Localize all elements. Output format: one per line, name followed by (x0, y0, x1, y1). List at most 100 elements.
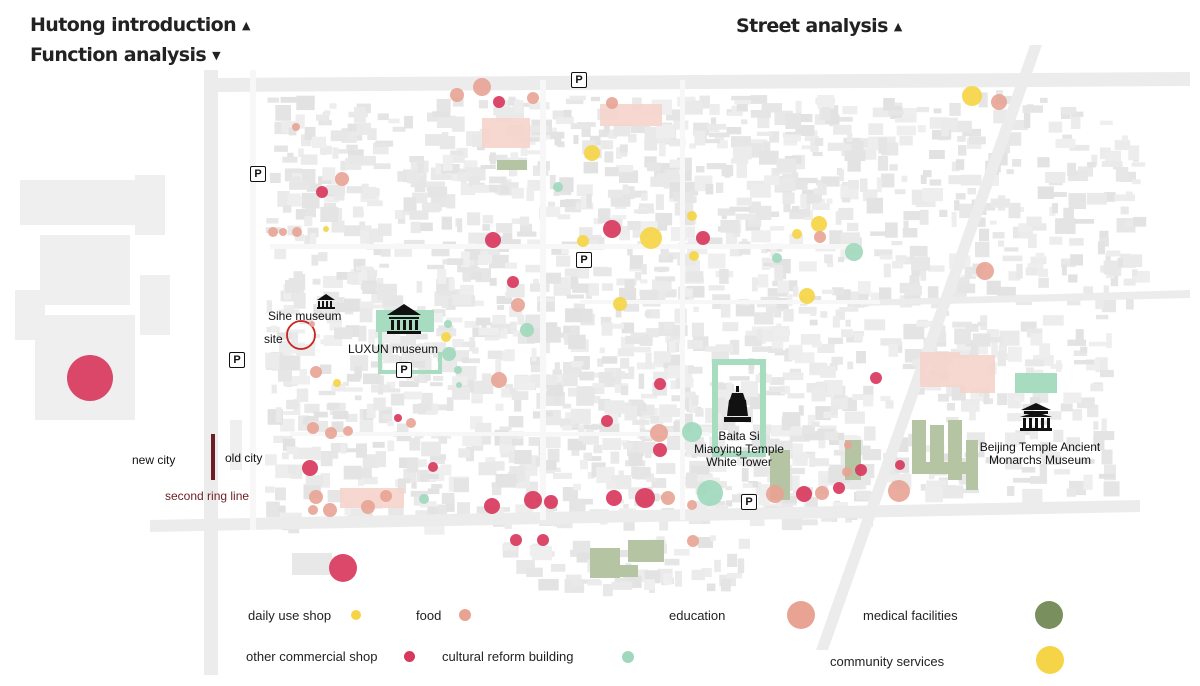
function-point (444, 320, 452, 328)
legend-daily-use-shop-dot (351, 610, 361, 620)
building-block (438, 325, 454, 331)
building-block (781, 516, 803, 531)
building-block (505, 262, 517, 269)
building-block (800, 519, 818, 526)
function-point (814, 231, 826, 243)
function-point (292, 123, 300, 131)
parking-icon: P (229, 352, 245, 368)
building-block (673, 421, 680, 437)
building-block (1074, 360, 1095, 365)
beijing-temple-compound (912, 420, 978, 490)
building-block (468, 176, 481, 187)
building-block (969, 405, 976, 421)
building-block (621, 322, 635, 334)
building-block (530, 283, 550, 292)
building-block (1020, 321, 1037, 332)
building-block (372, 145, 389, 155)
building-block (1048, 411, 1062, 420)
building-block (669, 138, 686, 147)
building-block (830, 407, 838, 416)
function-point (524, 491, 542, 509)
building-block (753, 466, 774, 477)
building-block (406, 375, 419, 381)
building-block (520, 382, 536, 390)
building-block (562, 487, 578, 502)
building-block (509, 306, 523, 317)
building-block (842, 106, 858, 115)
building-block (927, 286, 939, 299)
street-analysis-toggle[interactable]: Street analysis ▲ (736, 15, 902, 37)
building-block (726, 500, 733, 507)
building-block (586, 193, 592, 208)
parking-icon: P (741, 494, 757, 510)
hutong-introduction-toggle[interactable]: Hutong introduction ▲ (30, 14, 250, 36)
building-block (695, 408, 704, 417)
building-block (923, 170, 932, 178)
building-block (275, 105, 291, 121)
building-block (329, 322, 342, 331)
building-block (322, 167, 336, 181)
building-block (583, 161, 599, 174)
building-block (1030, 333, 1043, 346)
building-block (630, 126, 651, 134)
building-block (990, 198, 1011, 208)
function-point (329, 554, 357, 582)
building-block (946, 403, 955, 411)
building-block (792, 205, 800, 213)
building-block (762, 258, 773, 264)
building-block (1121, 171, 1136, 182)
building-block (1004, 247, 1019, 252)
building-block (757, 301, 777, 308)
building-block (592, 383, 605, 388)
building-block (651, 279, 672, 292)
pink-patch (600, 104, 662, 126)
building-block (638, 373, 645, 389)
building-block (640, 404, 655, 416)
building-block (628, 134, 637, 143)
function-point (976, 262, 994, 280)
building-block (1103, 260, 1119, 275)
building-block (373, 142, 389, 148)
building-block (838, 207, 854, 220)
building-block (331, 220, 345, 233)
building-block (502, 232, 513, 247)
building-block (955, 193, 966, 200)
function-analysis-toggle[interactable]: Function analysis ▼ (30, 44, 221, 66)
building-block (323, 291, 340, 302)
building-block (902, 363, 917, 370)
building-block (1008, 202, 1021, 219)
building-block (564, 268, 578, 277)
building-block (759, 150, 779, 165)
building-block (769, 131, 780, 143)
building-block (581, 124, 591, 137)
function-point (325, 427, 337, 439)
building-block (824, 254, 833, 264)
building-block (942, 485, 964, 499)
building-block (300, 154, 318, 165)
building-block (845, 319, 851, 327)
building-block (480, 165, 496, 169)
building-block (565, 98, 584, 105)
building-block (436, 98, 451, 112)
building-block (581, 498, 593, 505)
function-point (323, 226, 329, 232)
second-ring-line-label: second ring line (165, 489, 250, 503)
building-block (847, 222, 859, 232)
parking-icon: P (250, 166, 266, 182)
building-block (870, 231, 886, 236)
building-block (1030, 397, 1041, 406)
building-block (604, 400, 625, 414)
building-block (359, 419, 374, 435)
building-block (555, 116, 574, 125)
building-block (588, 283, 600, 296)
building-block (761, 103, 782, 113)
function-point (687, 535, 699, 547)
building-block (912, 359, 919, 367)
building-block (436, 115, 456, 128)
legend-cultural-reform-building: cultural reform building (442, 649, 574, 664)
site-label: site (264, 332, 283, 346)
building-block (744, 335, 762, 347)
building-block (620, 385, 628, 396)
function-point (635, 488, 655, 508)
building-block (1021, 467, 1036, 473)
